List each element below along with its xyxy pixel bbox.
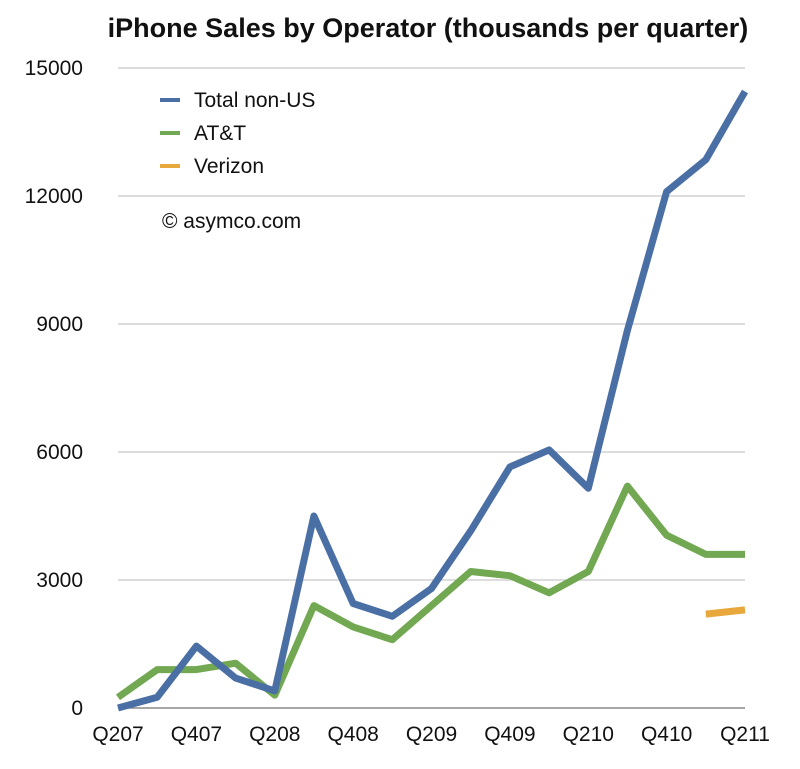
x-tick-label: Q211 — [720, 723, 770, 746]
x-tick-label: Q407 — [171, 723, 222, 746]
x-axis-ticks: Q207 Q407 Q208 Q408 Q209 Q409 Q210 Q410 Q211 — [92, 723, 770, 746]
y-tick-label: 9000 — [36, 313, 83, 336]
series-line-total-non-us — [117, 89, 749, 712]
x-tick-label: Q408 — [327, 723, 378, 746]
y-axis-ticks: 0 3000 6000 9000 12000 15000 — [25, 57, 83, 720]
gridlines — [118, 67, 745, 709]
x-tick-label: Q410 — [641, 723, 692, 746]
legend-label: Total non-US — [194, 89, 315, 112]
y-tick-label: 12000 — [25, 185, 83, 208]
y-tick-label: 0 — [71, 697, 83, 720]
x-tick-label: Q208 — [249, 723, 300, 746]
series-lines — [115, 89, 749, 712]
legend: Total non-US AT&T Verizon — [160, 89, 315, 178]
x-tick-label: Q207 — [92, 723, 143, 746]
credit-text: © asymco.com — [162, 210, 301, 233]
series-line-verizon — [705, 606, 746, 618]
chart-title: iPhone Sales by Operator (thousands per … — [108, 13, 749, 43]
legend-label: AT&T — [194, 122, 246, 145]
y-tick-label: 15000 — [25, 57, 83, 80]
x-tick-label: Q209 — [406, 723, 457, 746]
x-tick-label: Q210 — [563, 723, 614, 746]
legend-label: Verizon — [194, 155, 264, 178]
y-tick-label: 3000 — [36, 569, 83, 592]
y-tick-label: 6000 — [36, 441, 83, 464]
x-tick-label: Q409 — [484, 723, 535, 746]
